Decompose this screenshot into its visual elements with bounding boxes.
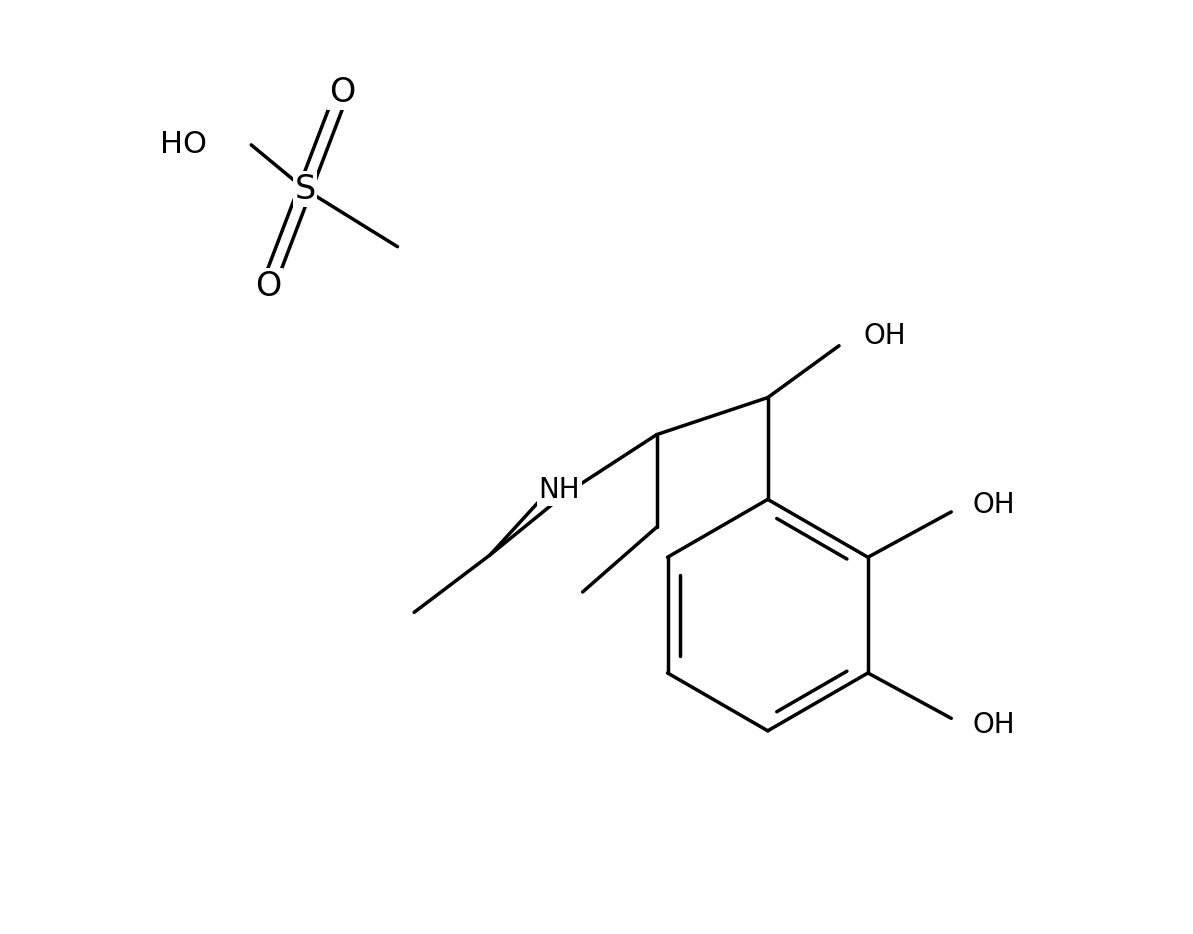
- Text: O: O: [255, 270, 282, 303]
- Text: S: S: [295, 173, 315, 205]
- Text: OH: OH: [972, 711, 1015, 739]
- Text: OH: OH: [863, 321, 905, 349]
- Text: O: O: [329, 76, 356, 108]
- Text: OH: OH: [972, 491, 1015, 519]
- Text: HO: HO: [160, 131, 206, 160]
- Text: NH: NH: [539, 476, 580, 504]
